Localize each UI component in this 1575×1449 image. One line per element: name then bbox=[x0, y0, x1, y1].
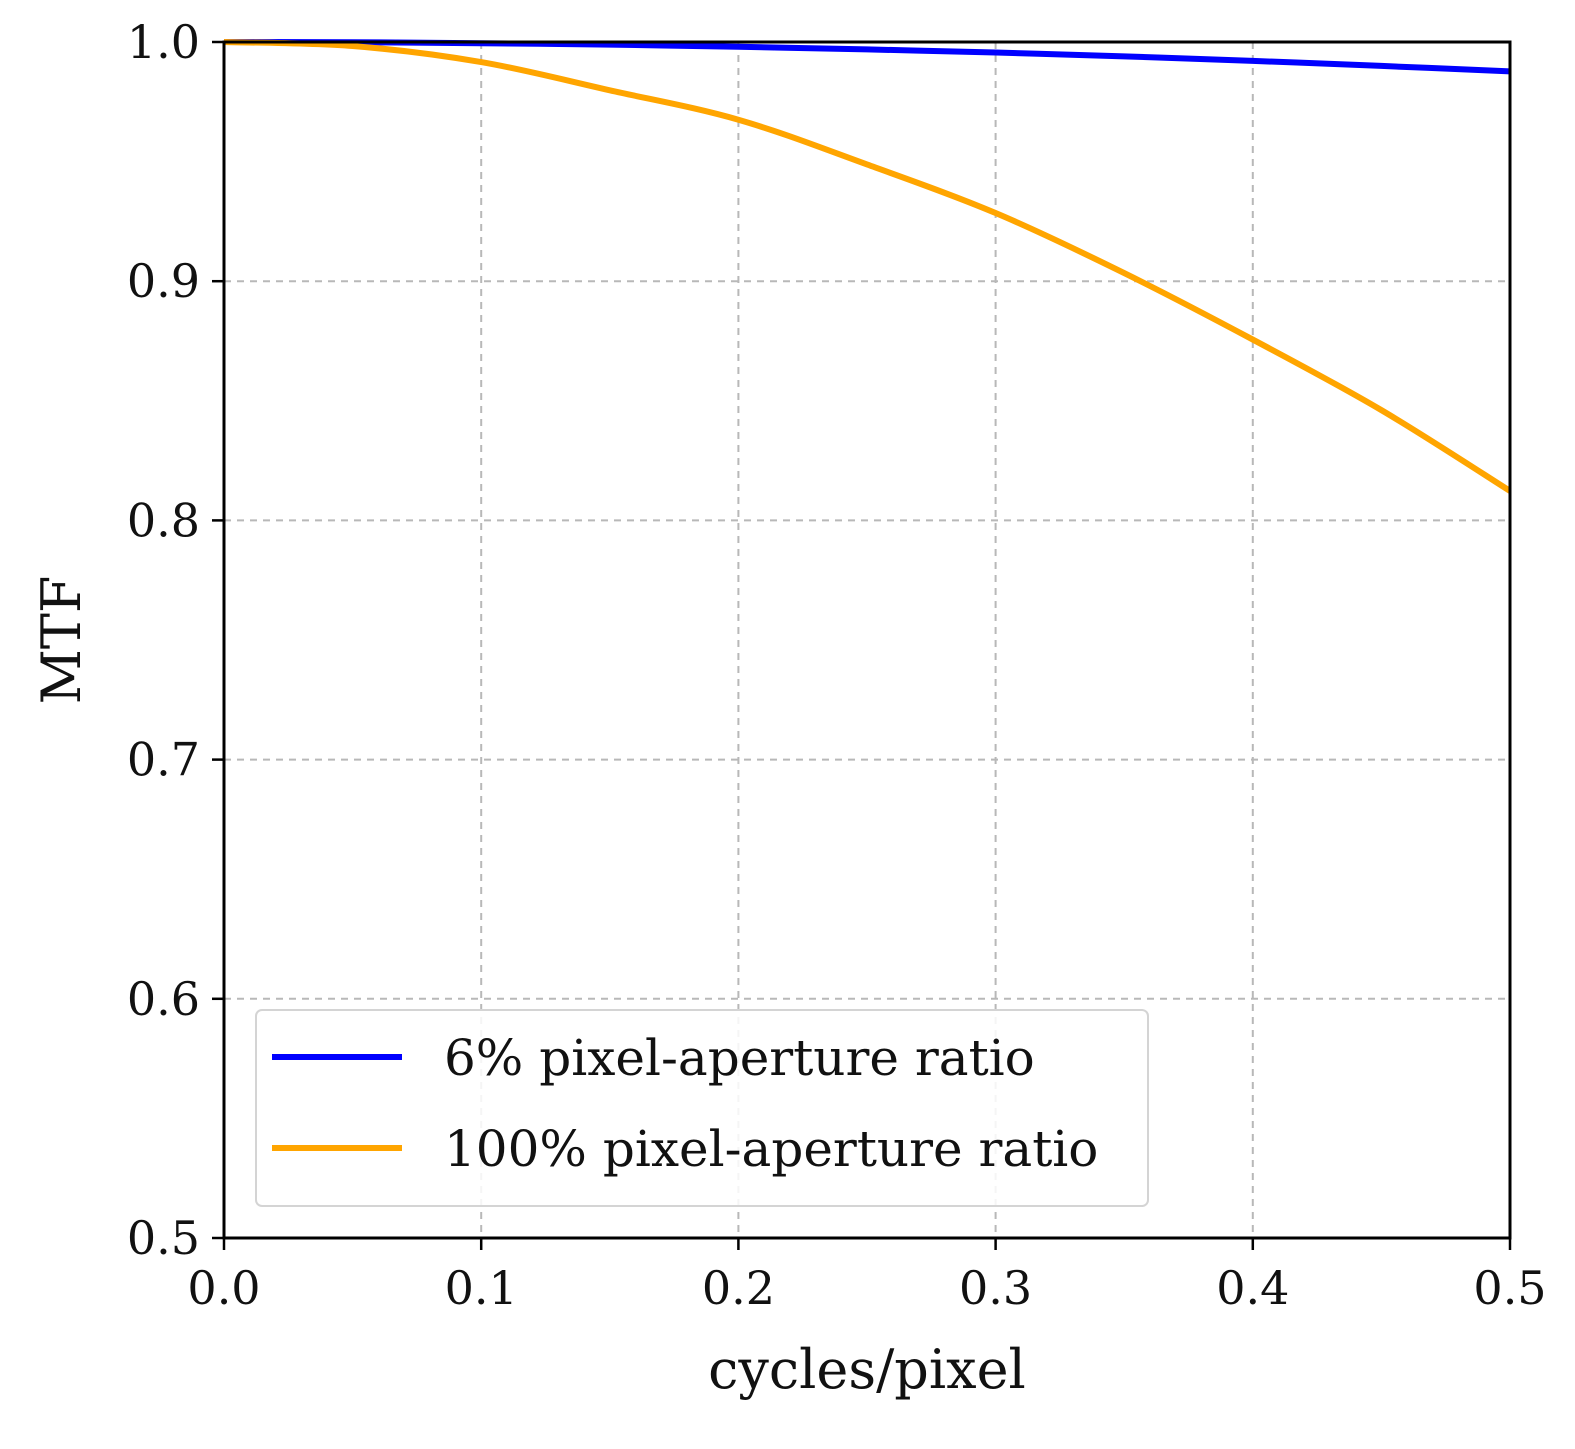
tick-labels-layer: 0.0 0.1 0.2 0.3 0.4 0.5 0.5 0.6 0.7 0.8 0.9 1.0 bbox=[127, 15, 1547, 1315]
x-tick-label: 0.5 bbox=[1473, 1261, 1546, 1315]
x-tick-label: 0.3 bbox=[959, 1261, 1032, 1315]
x-tick-label: 0.2 bbox=[702, 1261, 775, 1315]
series-line-100pct bbox=[223, 39, 1512, 494]
legend: 6% pixel-aperture ratio 100% pixel-apert… bbox=[255, 1009, 1149, 1207]
legend-label-6pct: 6% pixel-aperture ratio bbox=[444, 1029, 1035, 1087]
x-tick-label: 0.4 bbox=[1216, 1261, 1289, 1315]
y-tick-label: 0.7 bbox=[127, 733, 200, 787]
y-tick-label: 0.8 bbox=[127, 493, 200, 547]
x-tick-label: 0.0 bbox=[187, 1261, 260, 1315]
plot-frame bbox=[222, 40, 1512, 1240]
y-tick-label: 0.9 bbox=[127, 254, 200, 308]
grid-layer bbox=[224, 42, 1510, 1238]
ticks-layer bbox=[212, 40, 1512, 1250]
series-line-6pct bbox=[223, 39, 1511, 75]
y-tick-label: 0.6 bbox=[127, 972, 200, 1026]
y-tick-label: 0.5 bbox=[127, 1211, 200, 1265]
x-axis-label: cycles/pixel bbox=[708, 1338, 1026, 1401]
legend-box bbox=[255, 1009, 1149, 1207]
y-tick-label: 1.0 bbox=[127, 15, 200, 69]
x-tick-label: 0.1 bbox=[445, 1261, 518, 1315]
series-layer bbox=[223, 39, 1512, 494]
legend-label-100pct: 100% pixel-aperture ratio bbox=[444, 1120, 1098, 1178]
y-axis-label: MTF bbox=[30, 576, 93, 705]
